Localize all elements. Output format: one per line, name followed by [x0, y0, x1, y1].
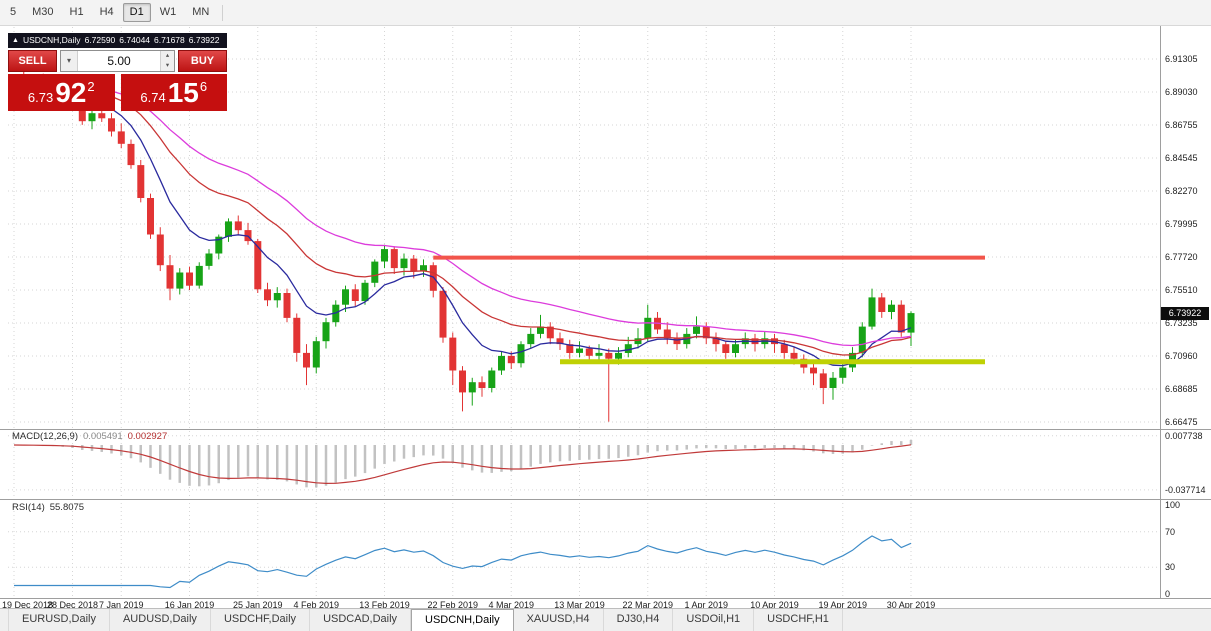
- chart-tab-usdoil-h1[interactable]: USDOil,H1: [673, 609, 755, 631]
- volume-increase-icon[interactable]: ▴: [161, 51, 174, 61]
- macd-indicator-label: MACD(12,26,9) 0.005491 0.002927: [12, 431, 168, 442]
- sell-price-base: 6.73: [27, 89, 54, 105]
- volume-decrease-icon[interactable]: ▾: [161, 61, 174, 71]
- timeframe-button-h4[interactable]: H4: [93, 3, 121, 22]
- buy-button[interactable]: BUY: [178, 50, 227, 72]
- chart-tab-usdchf-h1[interactable]: USDCHF,H1: [754, 609, 843, 631]
- timeframe-button-5[interactable]: 5: [3, 3, 23, 22]
- buy-quote[interactable]: 6.74 15 6: [120, 74, 227, 111]
- ohlc-header: ▲ USDCNH,Daily 6.72590 6.74044 6.71678 6…: [8, 33, 227, 48]
- volume-dropdown-icon[interactable]: ▾: [61, 51, 78, 71]
- timeframe-button-d1[interactable]: D1: [122, 3, 151, 22]
- timeframe-button-m30[interactable]: M30: [25, 3, 60, 22]
- sell-price-point: 2: [87, 78, 95, 94]
- sell-button[interactable]: SELL: [8, 50, 57, 72]
- timeframe-toolbar: 5 M30 H1 H4 D1 W1 MN: [0, 0, 1211, 26]
- chart-tabs-bar: EURUSD,Daily AUDUSD,Daily USDCHF,Daily USDC…: [0, 608, 1211, 631]
- chart-tab-usdcad-daily[interactable]: USDCAD,Daily: [310, 609, 412, 631]
- volume-input[interactable]: 5.00: [107, 54, 131, 68]
- ohlc-high: 6.74044: [119, 35, 151, 45]
- volume-control: ▾ 5.00 ▴ ▾: [60, 50, 175, 72]
- chart-tab-audusd-daily[interactable]: AUDUSD,Daily: [110, 609, 211, 631]
- buy-price-base: 6.74: [140, 89, 166, 105]
- chart-tab-dj30-h4[interactable]: DJ30,H4: [604, 609, 674, 631]
- chart-tab-usdchf-daily[interactable]: USDCHF,Daily: [211, 609, 311, 631]
- chart-tab-usdcnh-daily[interactable]: USDCNH,Daily: [411, 609, 514, 631]
- sell-price-pips: 92: [55, 76, 87, 108]
- rsi-indicator-label: RSI(14) 55.8075: [12, 502, 85, 513]
- collapse-arrow-icon[interactable]: ▲: [12, 37, 19, 44]
- chart-tab-eurusd-daily[interactable]: EURUSD,Daily: [8, 609, 110, 631]
- buy-price-point: 6: [199, 78, 208, 94]
- timeframe-button-h1[interactable]: H1: [63, 3, 91, 22]
- chart-tab-xauusd-h4[interactable]: XAUUSD,H4: [514, 609, 604, 631]
- ohlc-close: 6.73922: [188, 35, 220, 45]
- ohlc-low: 6.71678: [154, 35, 185, 45]
- current-price-badge: 6.73922: [1161, 307, 1209, 320]
- ohlc-open: 6.72590: [84, 35, 116, 45]
- sell-quote[interactable]: 6.73 92 2: [8, 74, 115, 111]
- chart-symbol-period: USDCNH,Daily: [22, 35, 81, 45]
- one-click-trading-panel: ▲ USDCNH,Daily 6.72590 6.74044 6.71678 6…: [8, 33, 227, 111]
- timeframe-button-mn[interactable]: MN: [185, 3, 216, 22]
- buy-price-pips: 15: [167, 76, 199, 108]
- timeframe-button-w1[interactable]: W1: [153, 3, 184, 22]
- toolbar-separator: [222, 4, 224, 21]
